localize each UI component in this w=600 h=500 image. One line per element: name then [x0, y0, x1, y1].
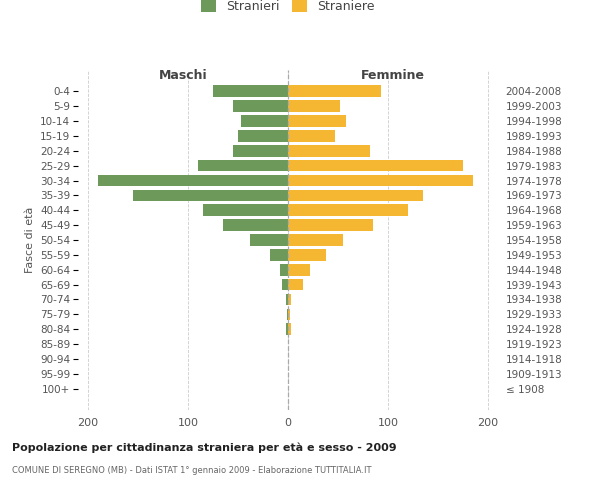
Bar [288, 145, 370, 156]
Bar [288, 234, 343, 246]
Bar [98, 174, 288, 186]
Bar [288, 100, 340, 112]
Bar [286, 294, 288, 306]
Bar [288, 204, 408, 216]
Bar [133, 190, 288, 201]
Bar [286, 324, 288, 335]
Bar [288, 220, 373, 231]
Bar [288, 308, 290, 320]
Bar [288, 86, 381, 97]
Bar [280, 264, 288, 276]
Bar [270, 249, 288, 260]
Bar [288, 249, 326, 260]
Bar [198, 160, 288, 172]
Bar [288, 190, 423, 201]
Text: Femmine: Femmine [361, 70, 425, 82]
Bar [288, 264, 310, 276]
Y-axis label: Fasce di età: Fasce di età [25, 207, 35, 273]
Legend: Stranieri, Straniere: Stranieri, Straniere [196, 0, 380, 18]
Bar [288, 294, 291, 306]
Bar [288, 279, 303, 290]
Bar [241, 115, 288, 127]
Bar [288, 115, 346, 127]
Bar [238, 130, 288, 141]
Bar [287, 308, 288, 320]
Bar [288, 324, 291, 335]
Bar [203, 204, 288, 216]
Bar [288, 160, 463, 172]
Bar [223, 220, 288, 231]
Bar [233, 145, 288, 156]
Text: Maschi: Maschi [158, 70, 208, 82]
Bar [288, 174, 473, 186]
Text: COMUNE DI SEREGNO (MB) - Dati ISTAT 1° gennaio 2009 - Elaborazione TUTTITALIA.IT: COMUNE DI SEREGNO (MB) - Dati ISTAT 1° g… [12, 466, 371, 475]
Bar [250, 234, 288, 246]
Bar [288, 130, 335, 141]
Text: Popolazione per cittadinanza straniera per età e sesso - 2009: Popolazione per cittadinanza straniera p… [12, 442, 397, 453]
Bar [233, 100, 288, 112]
Bar [213, 86, 288, 97]
Bar [282, 279, 288, 290]
